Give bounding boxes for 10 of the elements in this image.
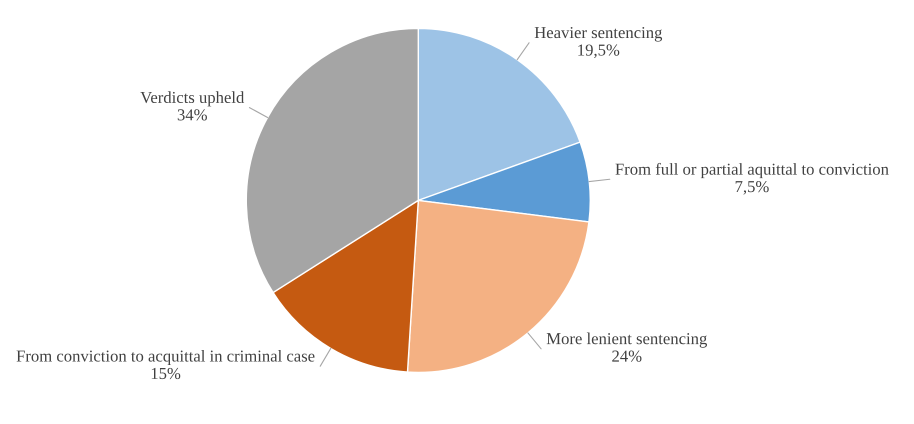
data-label: 19,5% bbox=[578, 44, 620, 58]
slice-label: Heavier sentencing bbox=[534, 26, 662, 42]
data-label: 34% bbox=[178, 109, 207, 121]
data-label: 15% bbox=[152, 368, 180, 380]
slice-label: Verdicts upheld bbox=[140, 91, 244, 106]
slice-label: More lenient sentencing bbox=[546, 332, 707, 348]
data-label: 7,5% bbox=[736, 180, 769, 195]
slice-label: From conviction to acquittal in criminal case bbox=[16, 350, 314, 366]
data-label: 24% bbox=[612, 350, 642, 362]
slice-label: From full or partial aquittal to conviction bbox=[615, 162, 889, 178]
